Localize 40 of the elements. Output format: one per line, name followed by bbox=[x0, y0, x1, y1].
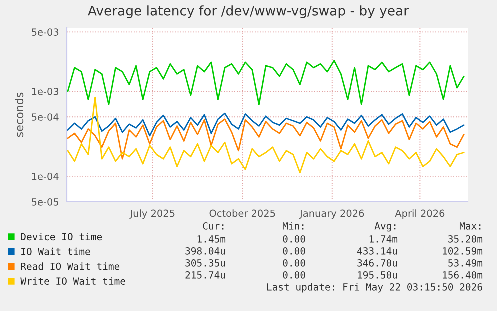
line-series bbox=[67, 96, 465, 174]
line-series bbox=[67, 112, 465, 137]
legend-label: Write IO Wait time bbox=[20, 277, 126, 285]
y-axis-title: seconds bbox=[15, 92, 24, 138]
legend-label: Read IO Wait time bbox=[21, 262, 120, 270]
text: 215.74u bbox=[186, 271, 226, 279]
chart-title: Average latency for /dev/www-vg/swap - by year bbox=[88, 6, 410, 18]
text: 53.49m bbox=[448, 259, 483, 267]
text: Last update: Fri May 22 03:15:50 2026 bbox=[267, 283, 482, 293]
line-series bbox=[67, 60, 465, 106]
text: 0.00 bbox=[283, 259, 306, 267]
text: 35.20m bbox=[448, 235, 483, 243]
y-tick-label: 5e-03 bbox=[32, 28, 59, 36]
y-tick-label: 1e-03 bbox=[32, 88, 59, 96]
text: 398.04u bbox=[186, 247, 226, 255]
legend-label: IO Wait time bbox=[22, 248, 90, 256]
text: Min: bbox=[282, 222, 304, 230]
text: 1.74m bbox=[370, 236, 398, 243]
text: Cur: bbox=[203, 222, 224, 230]
x-tick-label: April 2026 bbox=[395, 210, 445, 220]
x-tick-label: January 2026 bbox=[300, 210, 364, 220]
text: 156.40m bbox=[443, 271, 483, 279]
text: Max: bbox=[460, 222, 481, 230]
text: 1.45m bbox=[198, 236, 226, 243]
y-tick-label: 5e-05 bbox=[32, 198, 59, 206]
text: 346.70u bbox=[358, 259, 398, 267]
legend-label: Device IO time bbox=[21, 233, 102, 241]
y-tick-label: 5e-04 bbox=[32, 114, 59, 121]
text: 102.59m bbox=[443, 247, 483, 255]
y-tick-label: 1e-04 bbox=[32, 172, 59, 180]
text: 0.00 bbox=[283, 271, 306, 279]
text: 305.35u bbox=[186, 259, 226, 267]
text: Avg: bbox=[374, 222, 396, 232]
line-series bbox=[67, 118, 465, 160]
text: 433.14u bbox=[358, 247, 398, 255]
text: 195.50u bbox=[358, 271, 398, 279]
text: 0.00 bbox=[283, 235, 306, 243]
x-tick-label: July 2025 bbox=[130, 210, 175, 220]
text: 0.00 bbox=[283, 247, 306, 255]
x-tick-label: October 2025 bbox=[210, 210, 276, 218]
